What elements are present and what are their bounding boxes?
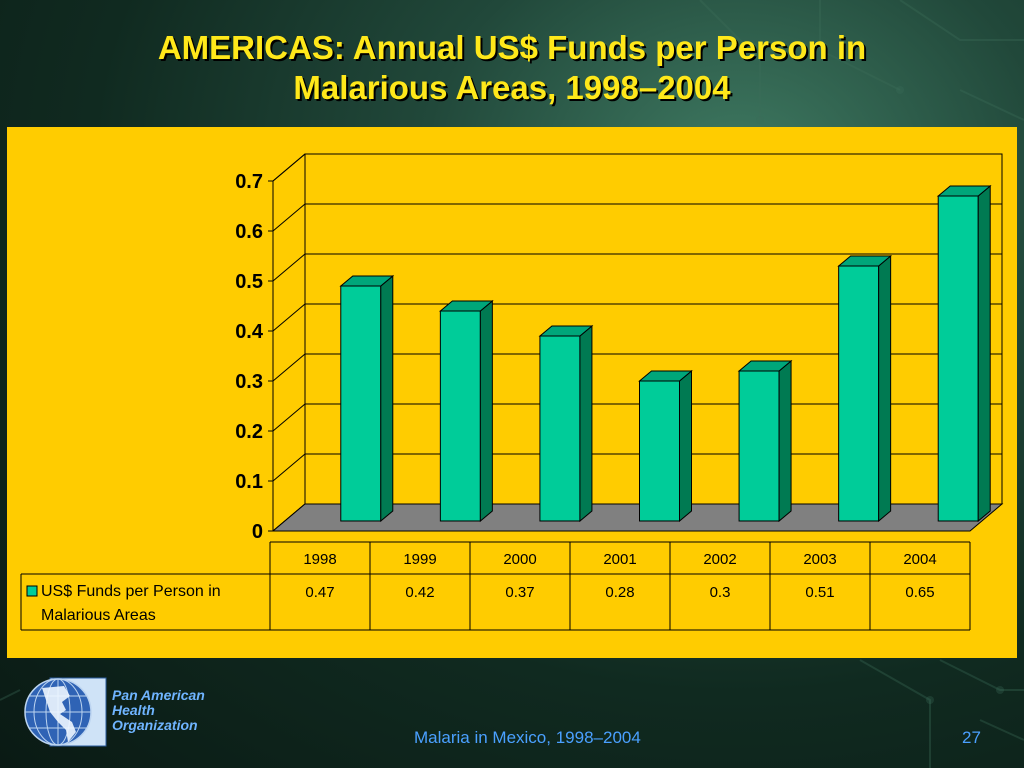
org-name-line-3: Organization xyxy=(112,717,198,733)
y-tick-label: 0 xyxy=(252,521,263,543)
y-tick-label: 0.2 xyxy=(235,421,263,443)
bar-side xyxy=(479,299,493,523)
bar-2001 xyxy=(638,369,693,523)
bar-top xyxy=(638,370,693,382)
bar-2004 xyxy=(936,184,992,523)
org-name-line-2: Health xyxy=(112,702,155,718)
bar-1999 xyxy=(438,299,494,523)
slide-title-line-2: Malarious Areas, 1998–2004 xyxy=(293,69,731,106)
bar-front xyxy=(937,195,979,522)
data-value-label: 0.28 xyxy=(605,584,634,601)
bar-top xyxy=(837,255,893,267)
bar-front xyxy=(738,370,780,522)
data-value-label: 0.47 xyxy=(305,584,334,601)
x-category-label: 1999 xyxy=(403,551,436,568)
page-number: 27 xyxy=(962,728,981,747)
bar-top xyxy=(737,360,793,372)
bar-side xyxy=(778,359,792,523)
slide-title-line-1: AMERICAS: Annual US$ Funds per Person in xyxy=(157,29,867,66)
bar-chart: 0 0.1 0.2 0.3 0.4 0.5 0.6 0.7 1998 0.47 1999 0.42 20… xyxy=(20,153,1004,631)
bar-side xyxy=(977,184,991,523)
bar-top xyxy=(339,275,395,287)
bar-top xyxy=(538,325,594,337)
y-gridline xyxy=(272,203,1002,232)
x-category-label: 2000 xyxy=(503,551,536,568)
y-tick-label: 0.5 xyxy=(235,271,263,293)
bar-side xyxy=(579,324,593,523)
bar-front xyxy=(340,285,382,522)
bar-2002 xyxy=(737,359,793,523)
legend-swatch xyxy=(26,585,38,597)
bar-1998 xyxy=(339,274,395,523)
bar-2003 xyxy=(837,254,893,523)
y-gridline xyxy=(272,303,1002,332)
data-value-label: 0.51 xyxy=(805,584,834,601)
organization-name: Pan American Health Organization xyxy=(112,688,205,733)
data-value-label: 0.3 xyxy=(710,584,731,601)
slide-title: AMERICAS: Annual US$ Funds per Person in… xyxy=(40,28,984,108)
org-name-line-1: Pan American xyxy=(112,687,205,703)
y-tick-label: 0.6 xyxy=(235,221,263,243)
y-gridline xyxy=(272,253,1002,282)
x-category-label: 2004 xyxy=(903,551,936,568)
y-tick-label: 0.3 xyxy=(235,371,263,393)
x-category-label: 2003 xyxy=(803,551,836,568)
x-category-label: 1998 xyxy=(303,551,336,568)
bar-front xyxy=(439,310,481,522)
bar-front xyxy=(639,380,680,522)
data-value-label: 0.65 xyxy=(905,584,934,601)
x-category-label: 2002 xyxy=(703,551,736,568)
y-tick-label: 0.4 xyxy=(235,321,264,343)
globe-americas-icon xyxy=(24,677,107,747)
slide-footer: Malaria in Mexico, 1998–2004 xyxy=(414,728,641,747)
data-value-label: 0.37 xyxy=(505,584,534,601)
bar-top xyxy=(936,185,992,197)
y-tick-label: 0.1 xyxy=(235,471,263,493)
legend-label-line-1: US$ Funds per Person in xyxy=(41,583,221,600)
y-gridline xyxy=(272,153,1002,182)
y-tick-label: 0.7 xyxy=(235,171,263,193)
bar-top xyxy=(438,300,494,312)
bar-side xyxy=(679,369,692,523)
chart-side-wall xyxy=(272,153,306,532)
bar-front xyxy=(838,265,880,522)
bar-side xyxy=(380,274,394,523)
chart-panel: 0 0.1 0.2 0.3 0.4 0.5 0.6 0.7 1998 0.47 1999 0.42 20… xyxy=(7,127,1017,658)
y-gridline xyxy=(272,353,1002,382)
x-category-label: 2001 xyxy=(603,551,636,568)
bar-front xyxy=(539,335,581,522)
bar-2000 xyxy=(538,324,594,523)
data-value-label: 0.42 xyxy=(405,584,434,601)
bar-side xyxy=(878,254,892,523)
legend-label-line-2: Malarious Areas xyxy=(41,607,156,624)
